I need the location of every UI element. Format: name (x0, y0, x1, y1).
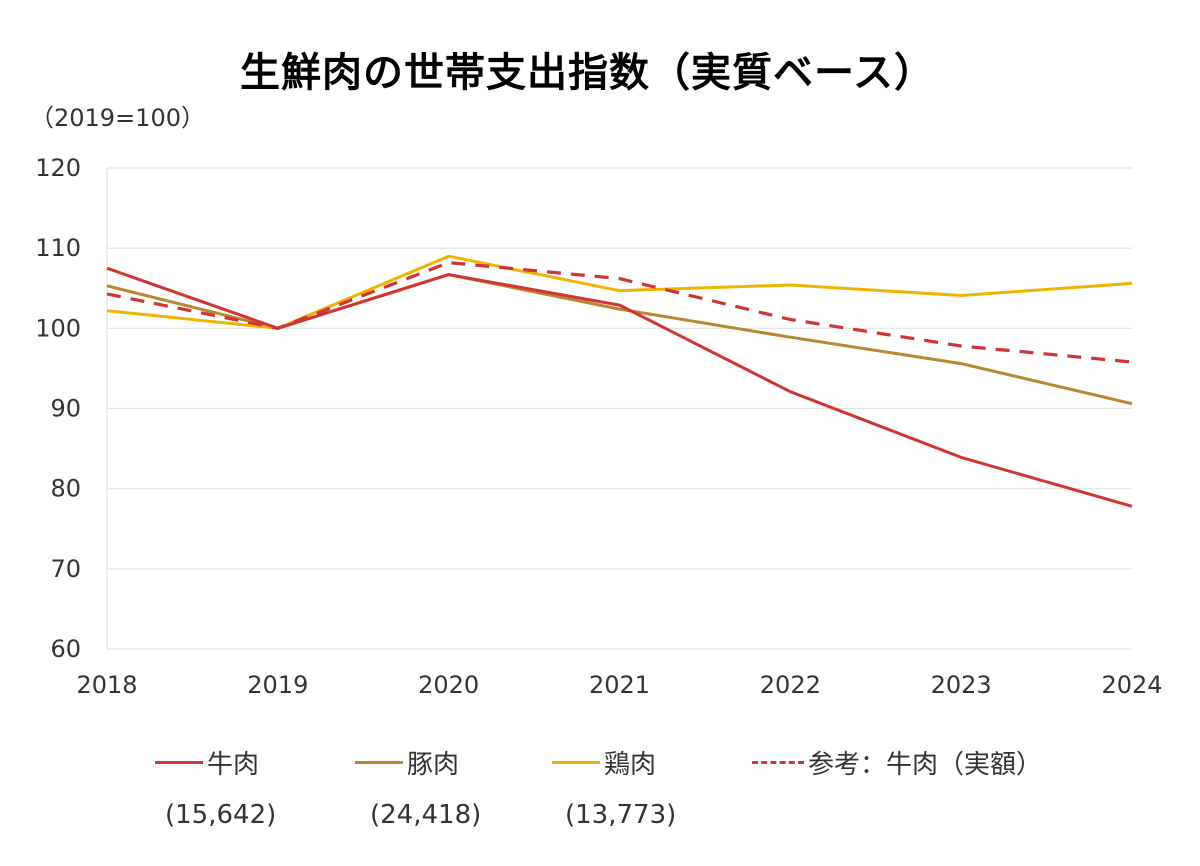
legend-item-beef: 牛肉 (155, 744, 259, 781)
legend-item-beef-nominal: 参考：牛肉（実額） (752, 744, 1042, 781)
x-tick-label: 2023 (931, 671, 992, 699)
series-line-beef-nominal (106, 261, 1133, 364)
legend-count-beef: (15,642) (165, 800, 277, 830)
legend-label-beef-nominal: 参考：牛肉（実額） (808, 750, 1043, 780)
y-tick-label: 100 (35, 314, 81, 342)
x-tick-label: 2022 (760, 671, 821, 699)
x-tick-label: 2024 (1101, 671, 1162, 699)
x-tick-label: 2020 (418, 671, 479, 699)
legend-count-pork: (24,418) (370, 800, 482, 830)
x-tick-label: 2018 (76, 671, 137, 699)
series-line-beef (106, 266, 1133, 508)
series-line-chicken (106, 254, 1133, 330)
legend-item-pork: 豚肉 (355, 744, 459, 781)
y-tick-label: 70 (50, 555, 81, 583)
y-tick-label: 90 (50, 395, 81, 423)
legend-label-chicken: 鶏肉 (604, 750, 657, 780)
y-tick-label: 120 (35, 154, 81, 182)
legend-swatch-beef-nominal (752, 761, 804, 764)
y-tick-label: 80 (50, 475, 81, 503)
legend-item-chicken: 鶏肉 (552, 744, 656, 781)
legend-swatch-pork (355, 761, 403, 764)
y-axis-unit-label: （2019=100） (30, 104, 205, 132)
legend-swatch-beef (155, 761, 203, 764)
chart-title: 生鮮肉の世帯支出指数（実質ベース） (240, 50, 935, 96)
legend-swatch-chicken (552, 761, 600, 764)
legend-count-chicken: (13,773) (565, 800, 677, 830)
y-tick-label: 110 (35, 234, 81, 262)
legend-label-beef: 牛肉 (207, 750, 260, 780)
x-tick-label: 2021 (589, 671, 650, 699)
y-tick-label: 60 (50, 635, 81, 663)
x-tick-label: 2019 (247, 671, 308, 699)
legend-label-pork: 豚肉 (407, 750, 460, 780)
